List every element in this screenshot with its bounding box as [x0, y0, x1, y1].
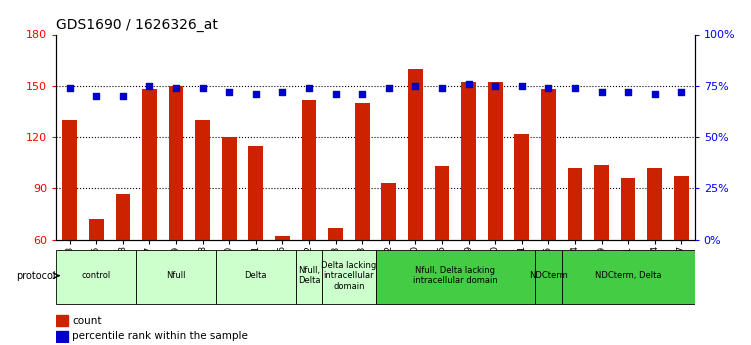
Point [675, 89, 687, 95]
Bar [195, 120, 210, 342]
Bar [408, 69, 423, 342]
Point [330, 91, 342, 97]
Point [622, 89, 634, 95]
Bar [56, 250, 136, 304]
Bar [328, 228, 343, 342]
Text: GDS1690 / 1626326_at: GDS1690 / 1626326_at [56, 18, 219, 32]
Bar [355, 103, 369, 342]
Point [383, 85, 395, 91]
Bar [136, 250, 216, 304]
Text: control: control [82, 271, 111, 280]
Text: NDCterm: NDCterm [529, 271, 568, 280]
Bar [56, 315, 68, 326]
Bar [647, 168, 662, 342]
Bar [621, 178, 635, 342]
Text: Nfull: Nfull [166, 271, 185, 280]
Bar [376, 250, 535, 304]
Bar [62, 120, 77, 342]
Point [489, 83, 501, 89]
Point [64, 85, 76, 91]
Bar [568, 168, 582, 342]
Bar [535, 250, 562, 304]
Point [569, 85, 581, 91]
Point [197, 85, 209, 91]
Text: protocol: protocol [17, 271, 56, 280]
Bar [382, 183, 396, 342]
Bar [562, 250, 695, 304]
Bar [674, 177, 689, 342]
Text: Delta lacking
intracellular
domain: Delta lacking intracellular domain [321, 261, 376, 290]
Point [436, 85, 448, 91]
Bar [216, 250, 296, 304]
Bar [514, 134, 529, 342]
Bar [56, 331, 68, 342]
Bar [275, 236, 290, 342]
Text: Nfull,
Delta: Nfull, Delta [297, 266, 320, 285]
Bar [249, 146, 263, 342]
Point [542, 85, 554, 91]
Text: Delta: Delta [245, 271, 267, 280]
Bar [461, 82, 476, 342]
Point [596, 89, 608, 95]
Bar [116, 194, 130, 342]
Point [516, 83, 528, 89]
Bar [142, 89, 157, 342]
Point [90, 93, 102, 99]
Text: NDCterm, Delta: NDCterm, Delta [595, 271, 662, 280]
Point [463, 81, 475, 87]
Bar [89, 219, 104, 342]
Bar [169, 86, 183, 342]
Text: count: count [72, 316, 102, 326]
Point [223, 89, 235, 95]
Bar [435, 166, 449, 342]
Point [303, 85, 315, 91]
Bar [541, 89, 556, 342]
Point [276, 89, 288, 95]
Text: percentile rank within the sample: percentile rank within the sample [72, 332, 248, 342]
Point [170, 85, 182, 91]
Bar [594, 165, 609, 342]
Point [117, 93, 129, 99]
Point [649, 91, 661, 97]
Point [409, 83, 421, 89]
Bar [322, 250, 376, 304]
Bar [488, 82, 502, 342]
Bar [302, 99, 316, 342]
Point [356, 91, 368, 97]
Text: Nfull, Delta lacking
intracellular domain: Nfull, Delta lacking intracellular domai… [413, 266, 498, 285]
Point [143, 83, 155, 89]
Bar [296, 250, 322, 304]
Bar [222, 137, 237, 342]
Point [250, 91, 262, 97]
